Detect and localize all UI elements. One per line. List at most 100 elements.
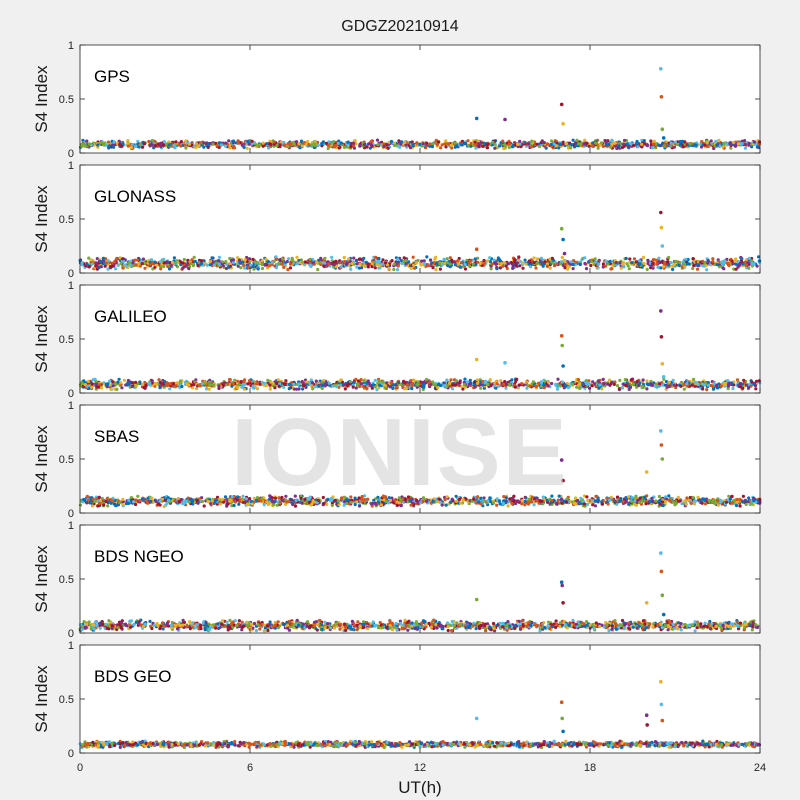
data-point xyxy=(558,142,562,146)
data-point xyxy=(640,384,645,388)
axes-background xyxy=(80,45,760,153)
data-point xyxy=(646,383,650,387)
data-point xyxy=(242,379,246,384)
data-point xyxy=(549,142,553,147)
data-point xyxy=(495,382,499,386)
data-point xyxy=(87,265,91,269)
data-point xyxy=(559,262,563,266)
data-point xyxy=(224,141,228,145)
data-point xyxy=(96,145,100,149)
data-point xyxy=(420,259,424,263)
data-point xyxy=(310,381,315,385)
data-point xyxy=(654,142,658,146)
data-point xyxy=(428,144,432,148)
data-point xyxy=(727,494,731,498)
data-point xyxy=(184,146,188,150)
data-point xyxy=(266,378,270,382)
data-point xyxy=(332,263,336,267)
data-point xyxy=(727,263,731,268)
data-point xyxy=(342,255,346,260)
data-point xyxy=(626,495,631,499)
data-point xyxy=(365,145,369,149)
data-point xyxy=(236,141,240,145)
data-point xyxy=(403,140,407,144)
data-point xyxy=(582,142,586,146)
data-point xyxy=(382,144,386,148)
data-point xyxy=(262,503,266,507)
data-point xyxy=(291,259,295,263)
data-point xyxy=(606,382,610,386)
data-point xyxy=(275,381,279,385)
data-point xyxy=(570,143,574,147)
y-tick-label: 0.5 xyxy=(59,214,74,226)
data-point xyxy=(282,265,286,269)
data-point xyxy=(299,139,304,143)
data-point xyxy=(187,267,191,271)
data-point xyxy=(542,383,546,387)
data-point xyxy=(263,263,267,267)
data-point xyxy=(405,383,409,387)
data-point xyxy=(374,255,378,259)
data-point xyxy=(583,138,587,142)
data-point xyxy=(101,256,105,260)
data-point xyxy=(445,257,449,261)
data-point xyxy=(734,262,738,266)
data-point xyxy=(394,386,398,390)
data-point xyxy=(231,258,236,262)
data-point xyxy=(162,140,166,144)
data-point xyxy=(521,266,525,270)
data-point xyxy=(317,384,321,388)
data-point xyxy=(196,263,200,268)
data-point xyxy=(679,384,683,388)
data-point xyxy=(172,143,176,148)
data-point xyxy=(585,495,589,499)
data-point xyxy=(507,145,511,149)
data-point xyxy=(106,259,111,263)
data-point xyxy=(498,144,502,148)
data-point xyxy=(332,140,336,144)
data-point xyxy=(221,383,225,387)
data-point xyxy=(276,378,280,382)
data-point xyxy=(311,387,315,391)
data-point xyxy=(327,262,331,266)
data-point xyxy=(401,385,405,389)
data-point xyxy=(99,265,103,269)
data-point xyxy=(273,386,277,390)
data-point xyxy=(517,255,521,259)
data-point xyxy=(103,264,107,268)
data-point xyxy=(438,262,442,266)
data-point xyxy=(282,143,286,147)
data-point xyxy=(165,260,169,264)
data-point xyxy=(395,268,400,272)
data-point xyxy=(642,139,646,143)
data-point xyxy=(120,144,124,148)
data-point xyxy=(275,144,279,148)
data-point xyxy=(584,379,588,383)
data-point xyxy=(411,255,415,259)
data-point xyxy=(542,141,546,145)
data-point xyxy=(445,261,449,265)
data-point xyxy=(242,383,246,387)
data-point xyxy=(389,139,394,144)
data-point xyxy=(566,386,570,390)
data-point xyxy=(298,146,302,150)
data-point xyxy=(715,143,719,147)
data-point xyxy=(456,262,460,266)
data-point xyxy=(574,260,578,264)
data-point xyxy=(613,141,617,145)
data-point xyxy=(225,262,229,267)
data-point xyxy=(274,266,278,270)
data-point xyxy=(187,142,191,146)
data-point xyxy=(264,257,268,261)
data-point xyxy=(255,143,259,147)
data-point xyxy=(489,383,493,388)
data-point xyxy=(661,264,665,269)
data-point xyxy=(493,384,497,388)
spike-point xyxy=(474,247,479,251)
data-point xyxy=(391,386,395,390)
data-point xyxy=(463,263,467,267)
data-point xyxy=(289,262,293,266)
data-point xyxy=(626,144,630,149)
data-point xyxy=(369,143,373,147)
